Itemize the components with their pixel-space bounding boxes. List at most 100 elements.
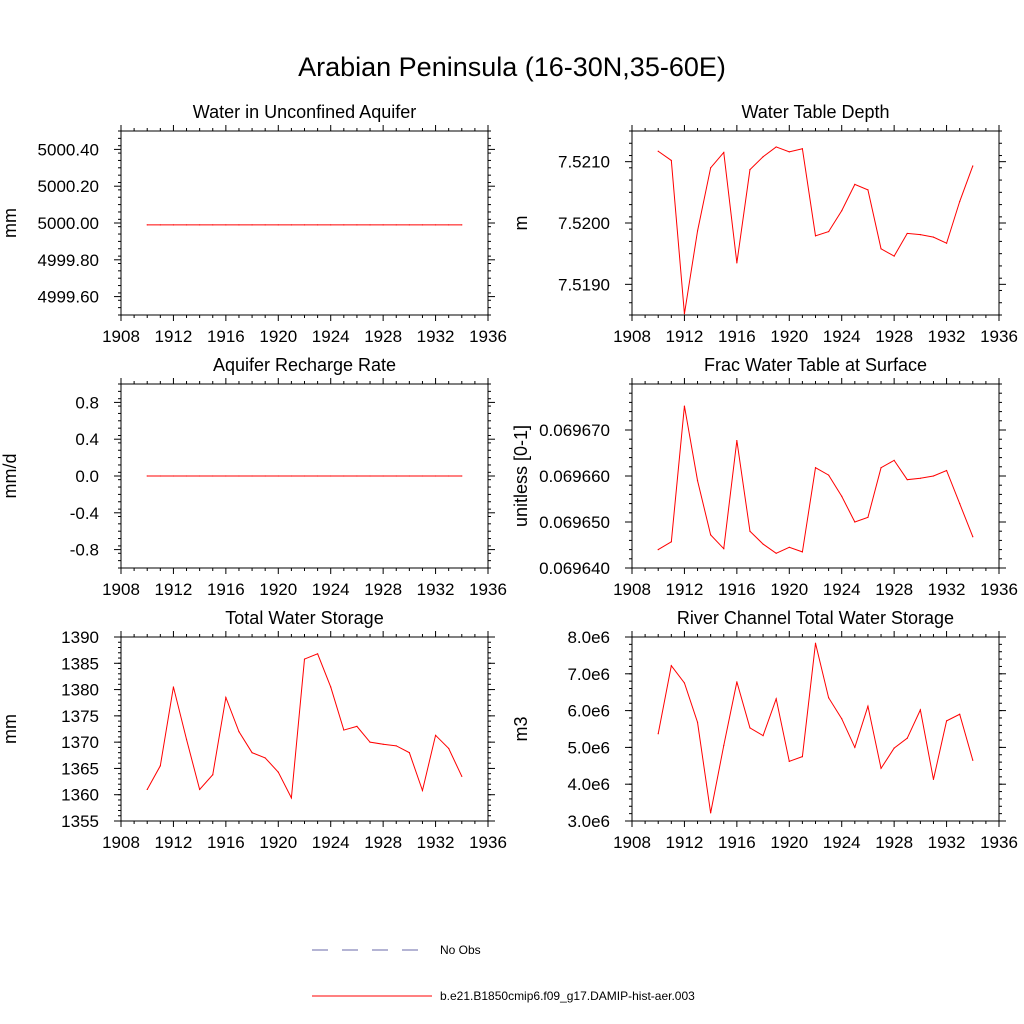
data-point <box>932 236 935 238</box>
series-line <box>146 653 463 800</box>
data-point <box>290 224 292 226</box>
series-line <box>657 405 974 554</box>
figure-title: Arabian Peninsula (16-30N,35-60E) <box>298 52 726 82</box>
data-point <box>277 771 279 773</box>
plot-frame <box>120 130 489 316</box>
data-point <box>775 146 777 148</box>
data-point <box>212 224 214 226</box>
x-tick-label: 1912 <box>155 833 193 852</box>
data-point <box>146 475 148 477</box>
data-point <box>788 546 790 548</box>
y-tick-label: 4.0e6 <box>567 775 610 794</box>
data-point <box>814 642 817 644</box>
data-point <box>749 169 751 171</box>
data-point <box>723 744 725 747</box>
data-point <box>880 248 882 250</box>
y-axis-label: m <box>511 216 531 231</box>
x-tick-label: 1924 <box>312 327 350 346</box>
x-tick-label: 1928 <box>364 580 402 599</box>
data-point <box>657 150 659 152</box>
data-point <box>959 713 961 715</box>
y-tick-label: 1355 <box>61 812 99 831</box>
y-tick-label: 4999.60 <box>38 288 99 307</box>
y-axis-label: unitless [0-1] <box>511 425 531 527</box>
data-point <box>801 148 803 150</box>
data-point <box>369 475 371 477</box>
data-point <box>919 477 921 479</box>
data-point <box>854 521 856 523</box>
x-tick-label: 1920 <box>259 327 297 346</box>
data-point <box>880 467 882 469</box>
y-tick-label: 5000.00 <box>38 214 99 233</box>
data-point <box>408 224 410 226</box>
data-point <box>317 475 319 477</box>
data-point <box>880 767 882 769</box>
y-axis-label: mm/d <box>0 454 20 499</box>
data-point <box>670 159 672 162</box>
data-point <box>251 752 253 754</box>
data-point <box>461 224 463 226</box>
data-point <box>854 746 856 749</box>
data-point <box>788 760 790 762</box>
x-tick-label: 1920 <box>259 580 297 599</box>
data-point <box>461 475 463 477</box>
x-tick-label: 1936 <box>980 580 1018 599</box>
data-point <box>146 788 148 791</box>
plot-frame <box>631 130 1000 316</box>
x-tick-label: 1924 <box>312 833 350 852</box>
x-tick-label: 1932 <box>928 833 966 852</box>
y-tick-label: 0.069670 <box>539 421 610 440</box>
y-tick-label: 0.4 <box>75 430 99 449</box>
data-point <box>356 224 358 226</box>
data-point <box>841 210 843 212</box>
data-point <box>919 234 921 236</box>
data-point <box>867 516 869 519</box>
data-point <box>749 530 751 532</box>
y-axis-label: m3 <box>511 716 531 741</box>
x-tick-label: 1924 <box>312 580 350 599</box>
x-tick-label: 1928 <box>364 833 402 852</box>
x-tick-label: 1908 <box>102 327 140 346</box>
plot-frame <box>120 636 489 822</box>
data-point <box>893 747 895 749</box>
data-point <box>199 475 201 477</box>
y-tick-label: 1385 <box>61 654 99 673</box>
data-point <box>382 475 384 477</box>
y-tick-label: 0.069660 <box>539 467 610 486</box>
data-point <box>762 156 764 158</box>
data-point <box>775 552 777 554</box>
data-point <box>277 475 279 477</box>
x-tick-label: 1932 <box>417 833 455 852</box>
data-point <box>251 475 253 477</box>
panel-title: Total Water Storage <box>225 608 383 628</box>
x-tick-label: 1912 <box>666 327 704 346</box>
x-tick-label: 1916 <box>718 327 756 346</box>
series-line <box>657 643 974 813</box>
panel-3: Aquifer Recharge Rate mm/d 1908 1912 1916 192… <box>0 355 507 599</box>
x-tick-label: 1920 <box>770 327 808 346</box>
legend-obs-label: No Obs <box>440 943 481 957</box>
data-point <box>330 475 332 477</box>
data-point <box>696 721 699 723</box>
data-point <box>343 475 345 477</box>
x-tick-label: 1936 <box>469 833 507 852</box>
data-point <box>749 727 751 729</box>
y-tick-label: 0.069650 <box>539 513 610 532</box>
y-tick-label: -0.4 <box>70 504 99 523</box>
data-point <box>395 745 397 747</box>
data-point <box>723 151 725 154</box>
data-point <box>212 774 214 776</box>
panel-4: Frac Water Table at Surface unitless [0-1… <box>511 355 1018 599</box>
data-point <box>945 720 948 722</box>
data-point <box>906 232 908 235</box>
data-point <box>159 224 161 226</box>
data-point <box>408 475 410 477</box>
x-tick-label: 1908 <box>102 580 140 599</box>
data-point <box>710 167 712 169</box>
data-point <box>238 224 240 226</box>
y-tick-label: 7.5210 <box>558 153 610 172</box>
data-point <box>185 224 188 226</box>
x-tick-label: 1932 <box>928 580 966 599</box>
data-point <box>814 235 817 237</box>
